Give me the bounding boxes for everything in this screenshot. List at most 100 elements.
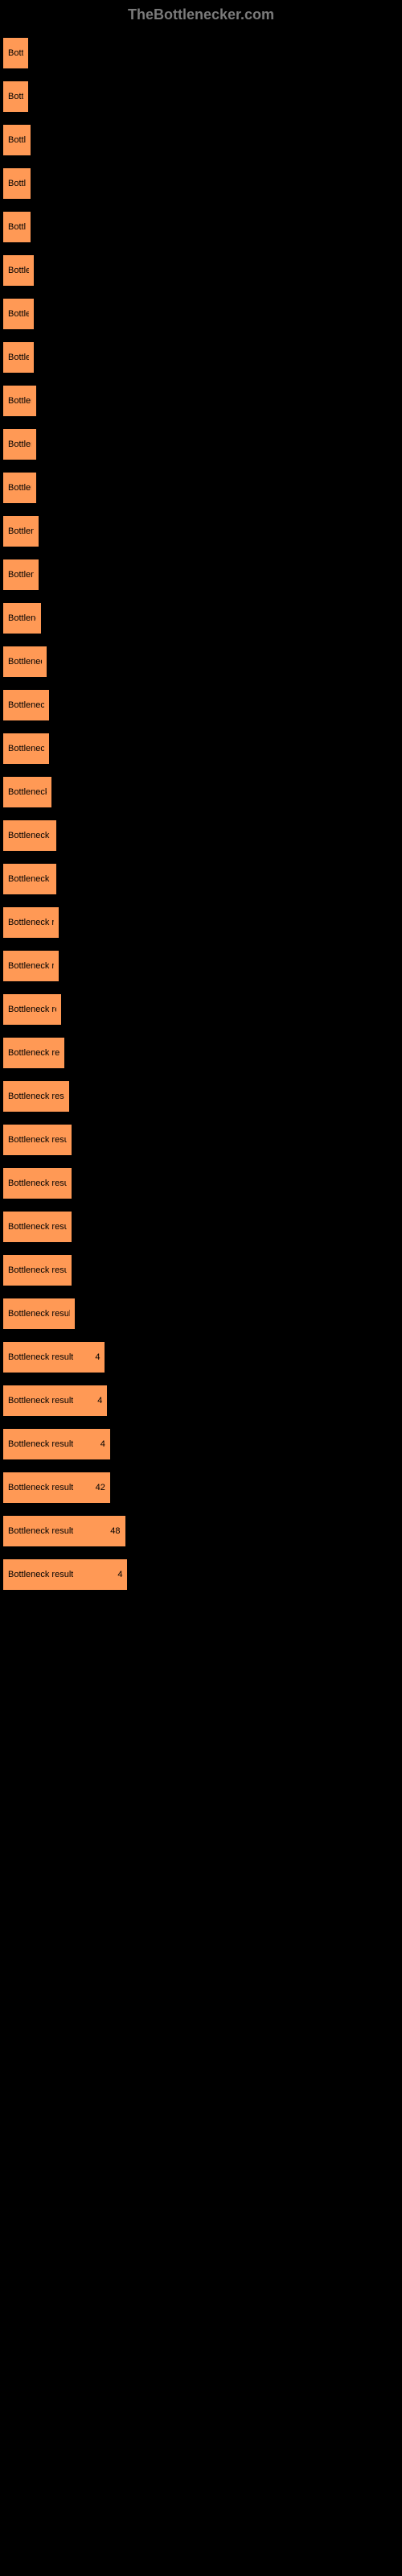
bar: Bottlene (3, 255, 34, 286)
bar-value: 42 (96, 1483, 105, 1492)
bar-container: Bottlene (3, 386, 399, 416)
bar-label: Bottleneck result (8, 1179, 67, 1188)
chart-row: Bottleneck resu (3, 733, 399, 764)
bar-label: Bottleneck result (8, 787, 47, 797)
chart-row: Bottleneck (3, 516, 399, 547)
bar-label: Bottlen (8, 222, 26, 232)
row-spacer (3, 289, 399, 299)
row-spacer (3, 985, 399, 994)
chart-row: Bottlene (3, 473, 399, 503)
bar: Bottleneck result4 (3, 1342, 105, 1373)
row-spacer (3, 898, 399, 907)
bar: Bottlene (3, 473, 36, 503)
chart-row: Bottleneck res (3, 646, 399, 677)
bar-container: Bottleneck (3, 603, 399, 634)
row-spacer (3, 202, 399, 212)
bar-label: Bottleneck result (8, 874, 51, 884)
bar-label: Bottle (8, 48, 23, 58)
chart-row: Bottlen (3, 125, 399, 155)
bar: Bottleneck result (3, 907, 59, 938)
bar-label: Bottleneck result (8, 1048, 59, 1058)
chart-row: Bottleneck result48 (3, 1516, 399, 1546)
bar-label: Bottlene (8, 440, 31, 449)
header: TheBottlenecker.com (3, 6, 399, 23)
bar-container: Bottlene (3, 473, 399, 503)
bar-label: Bottleneck result (8, 1135, 67, 1145)
bar-label: Bottleneck result (8, 700, 44, 710)
bar-label: Bottlene (8, 483, 31, 493)
row-spacer (3, 115, 399, 125)
bar-container: Bottlene (3, 429, 399, 460)
bar-container: Bottleneck result4 (3, 1559, 399, 1590)
row-spacer (3, 854, 399, 864)
bar-container: Bottleneck (3, 516, 399, 547)
bar-label: Bottleneck result (8, 831, 51, 840)
bar-container: Bottleneck result (3, 1255, 399, 1286)
row-spacer (3, 941, 399, 951)
bar: Bottlen (3, 212, 31, 242)
bar-container: Bottleneck result (3, 1212, 399, 1242)
chart-row: Bottleneck result (3, 994, 399, 1025)
row-spacer (3, 1158, 399, 1168)
bar: Bottleneck result (3, 1038, 64, 1068)
bar-container: Bottleneck result (3, 864, 399, 894)
bar: Bottlen (3, 168, 31, 199)
row-spacer (3, 811, 399, 820)
bar-value: 4 (95, 1352, 100, 1362)
bar-label: Bottleneck result (8, 961, 54, 971)
bar: Bottleneck result (3, 1125, 72, 1155)
bar: Bottleneck result (3, 1212, 72, 1242)
bar-container: Bottleneck res (3, 646, 399, 677)
bar-label: Bottlen (8, 135, 26, 145)
chart-row: Bottleneck result (3, 1212, 399, 1242)
bar-label: Bottleneck result (8, 1005, 56, 1014)
bar: Bottleneck result (3, 994, 61, 1025)
bar-label: Bottlene (8, 396, 31, 406)
chart-row: Bottleneck result (3, 1168, 399, 1199)
row-spacer (3, 724, 399, 733)
bar-label: Bottlen (8, 179, 26, 188)
bar-label: Bottleneck result (8, 1309, 70, 1319)
bar: Bottleneck result (3, 1255, 72, 1286)
bar: Bottleneck (3, 516, 39, 547)
row-spacer (3, 332, 399, 342)
bar-container: Bottleneck result (3, 820, 399, 851)
bar-container: Bottleneck result4 (3, 1429, 399, 1459)
bar: Bottlen (3, 342, 34, 373)
bar-container: Bottleneck result (3, 777, 399, 807)
bar: Bottleneck result48 (3, 1516, 125, 1546)
row-spacer (3, 1550, 399, 1559)
row-spacer (3, 767, 399, 777)
bar-container: Bottleneck result (3, 907, 399, 938)
site-name-link[interactable]: TheBottlenecker.com (128, 6, 274, 23)
chart-row: Bottlene (3, 429, 399, 460)
bar: Bottleneck result (3, 1298, 75, 1329)
bar-container: Bottleneck result (3, 1168, 399, 1199)
bar-container: Bottleneck result (3, 994, 399, 1025)
bar-label: Bottlene (8, 266, 29, 275)
row-spacer (3, 1463, 399, 1472)
chart-row: Bottle (3, 81, 399, 112)
bar-value: 4 (97, 1396, 102, 1406)
bar-label: Bottle (8, 92, 23, 101)
row-spacer (3, 1202, 399, 1212)
bar-container: Bottleneck resu (3, 733, 399, 764)
bar-container: Bottleneck result (3, 1298, 399, 1329)
bar: Bottlene (3, 386, 36, 416)
bar-label: Bottleneck res (8, 657, 42, 667)
bar-label: Bottleneck result (8, 1526, 73, 1536)
bar: Bottleneck res (3, 646, 47, 677)
bar: Bottleneck result (3, 1081, 69, 1112)
row-spacer (3, 159, 399, 168)
row-spacer (3, 1376, 399, 1385)
chart-row: Bottleneck result (3, 864, 399, 894)
chart-row: Bottleneck result (3, 690, 399, 720)
chart-row: Bottleneck (3, 559, 399, 590)
bar: Bottleneck result (3, 864, 56, 894)
bar-label: Bottleneck result (8, 918, 54, 927)
bar-label: Bottleneck result (8, 1396, 73, 1406)
chart-row: Bottlene (3, 386, 399, 416)
bar: Bottlen (3, 299, 34, 329)
row-spacer (3, 1289, 399, 1298)
chart-row: Bottleneck result (3, 907, 399, 938)
